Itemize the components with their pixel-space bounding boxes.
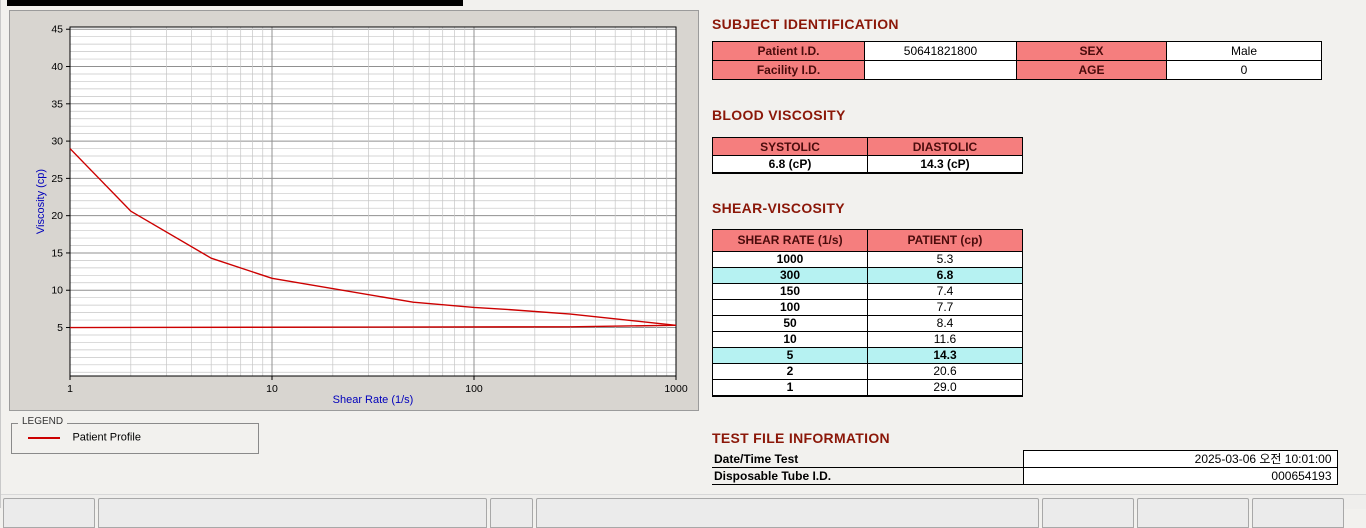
shear-row: 2 20.6 — [712, 363, 1023, 380]
test-file-table: Date/Time Test 2025-03-06 오전 10:01:00 Disp… — [712, 450, 1338, 485]
svg-text:20: 20 — [51, 210, 63, 222]
toolbar-button[interactable] — [98, 498, 487, 528]
blood-viscosity-table: SYSTOLIC DIASTOLIC 6.8 (cP) 14.3 (cP) — [712, 137, 1023, 174]
svg-text:45: 45 — [51, 24, 63, 36]
toolbar-button[interactable] — [536, 498, 1039, 528]
legend-box: LEGEND Patient Profile — [11, 416, 259, 454]
shear-viscosity-chart: 5 10 15 20 25 30 35 40 45 1 10 100 1000 Shear Rate (1… — [35, 24, 688, 406]
svg-text:Viscosity (cp): Viscosity (cp) — [35, 169, 47, 234]
toolbar-button[interactable] — [1042, 498, 1134, 528]
blood-viscosity-title: BLOOD VISCOSITY — [712, 107, 846, 123]
shear-row: 300 6.8 — [712, 267, 1023, 284]
sex-label: SEX — [1016, 41, 1167, 61]
svg-text:1000: 1000 — [664, 383, 688, 395]
toolbar-button[interactable] — [490, 498, 533, 528]
shear-rate-cell: 2 — [712, 363, 868, 380]
sex-value: Male — [1166, 41, 1322, 61]
shear-row: 50 8.4 — [712, 315, 1023, 332]
shear-row: 100 7.7 — [712, 299, 1023, 316]
age-value: 0 — [1166, 60, 1322, 80]
shear-rate-cell: 10 — [712, 331, 868, 348]
test-file-value: 000654193 — [1022, 467, 1338, 485]
svg-text:15: 15 — [51, 247, 63, 259]
legend-entry: Patient Profile — [72, 431, 141, 444]
svg-text:40: 40 — [51, 61, 63, 73]
shear-rate-cell: 100 — [712, 299, 868, 316]
shear-rate-cell: 5 — [712, 347, 868, 364]
shear-viscosity-table: SHEAR RATE (1/s) PATIENT (cp) 1000 5.3 300… — [712, 229, 1023, 397]
shear-rate-cell: 1 — [712, 379, 868, 397]
svg-text:30: 30 — [51, 136, 63, 148]
test-file-row: Date/Time Test 2025-03-06 오전 10:01:00 — [712, 450, 1338, 468]
test-file-label: Date/Time Test — [712, 450, 1023, 468]
svg-text:35: 35 — [51, 98, 63, 110]
patient-cp-cell: 7.7 — [867, 299, 1023, 316]
shear-viscosity-title: SHEAR-VISCOSITY — [712, 200, 845, 216]
subject-identification-title: SUBJECT IDENTIFICATION — [712, 16, 899, 32]
table-row: Patient I.D. 50641821800 SEX Male — [712, 41, 1322, 61]
toolbar-button[interactable] — [1252, 498, 1344, 528]
test-file-value: 2025-03-06 오전 10:01:00 — [1022, 450, 1338, 468]
patient-cp-cell: 7.4 — [867, 283, 1023, 300]
patient-cp-cell: 6.8 — [867, 267, 1023, 284]
shear-row: 1000 5.3 — [712, 251, 1023, 268]
shear-row: 5 14.3 — [712, 347, 1023, 364]
toolbar-button[interactable] — [1137, 498, 1249, 528]
test-file-information-title: TEST FILE INFORMATION — [712, 430, 890, 446]
patient-id-label: Patient I.D. — [712, 41, 865, 61]
subject-table: Patient I.D. 50641821800 SEX Male Facili… — [712, 41, 1322, 80]
test-file-row: Disposable Tube I.D. 000654193 — [712, 467, 1338, 485]
svg-text:100: 100 — [465, 383, 483, 395]
svg-text:5: 5 — [57, 322, 63, 334]
legend-title: LEGEND — [18, 416, 68, 428]
svg-text:10: 10 — [51, 285, 63, 297]
systolic-value: 6.8 (cP) — [712, 155, 868, 174]
table-header-row: SHEAR RATE (1/s) PATIENT (cp) — [712, 229, 1023, 252]
svg-text:10: 10 — [266, 383, 278, 395]
shear-rate-cell: 1000 — [712, 251, 868, 268]
diastolic-value: 14.3 (cP) — [867, 155, 1023, 174]
diastolic-label: DIASTOLIC — [867, 137, 1023, 156]
table-row: Facility I.D. AGE 0 — [712, 60, 1322, 80]
age-label: AGE — [1016, 60, 1167, 80]
patient-cp-cell: 14.3 — [867, 347, 1023, 364]
shear-row: 10 11.6 — [712, 331, 1023, 348]
systolic-label: SYSTOLIC — [712, 137, 868, 156]
shear-row: 150 7.4 — [712, 283, 1023, 300]
patient-cp-cell: 11.6 — [867, 331, 1023, 348]
toolbar-button[interactable] — [3, 498, 95, 528]
patient-cp-cell: 5.3 — [867, 251, 1023, 268]
facility-id-label: Facility I.D. — [712, 60, 865, 80]
patient-cp-header: PATIENT (cp) — [867, 229, 1023, 252]
window-titlebar-remnant — [7, 0, 463, 6]
table-row: SYSTOLIC DIASTOLIC — [712, 137, 1023, 156]
patient-cp-cell: 8.4 — [867, 315, 1023, 332]
facility-id-value — [864, 60, 1017, 80]
patient-profile-line-sample — [28, 436, 60, 439]
shear-rate-header: SHEAR RATE (1/s) — [712, 229, 868, 252]
svg-text:Shear Rate (1/s): Shear Rate (1/s) — [333, 394, 414, 406]
shear-rate-cell: 150 — [712, 283, 868, 300]
patient-cp-cell: 29.0 — [867, 379, 1023, 397]
svg-text:25: 25 — [51, 173, 63, 185]
shear-rate-cell: 50 — [712, 315, 868, 332]
shear-row: 1 29.0 — [712, 379, 1023, 397]
shear-rate-cell: 300 — [712, 267, 868, 284]
test-file-label: Disposable Tube I.D. — [712, 467, 1023, 485]
table-row: 6.8 (cP) 14.3 (cP) — [712, 155, 1023, 174]
patient-id-value: 50641821800 — [864, 41, 1017, 61]
chart-panel: 5 10 15 20 25 30 35 40 45 1 10 100 1000 Shear Rate (1… — [9, 10, 699, 411]
svg-text:1: 1 — [67, 383, 73, 395]
patient-cp-cell: 20.6 — [867, 363, 1023, 380]
